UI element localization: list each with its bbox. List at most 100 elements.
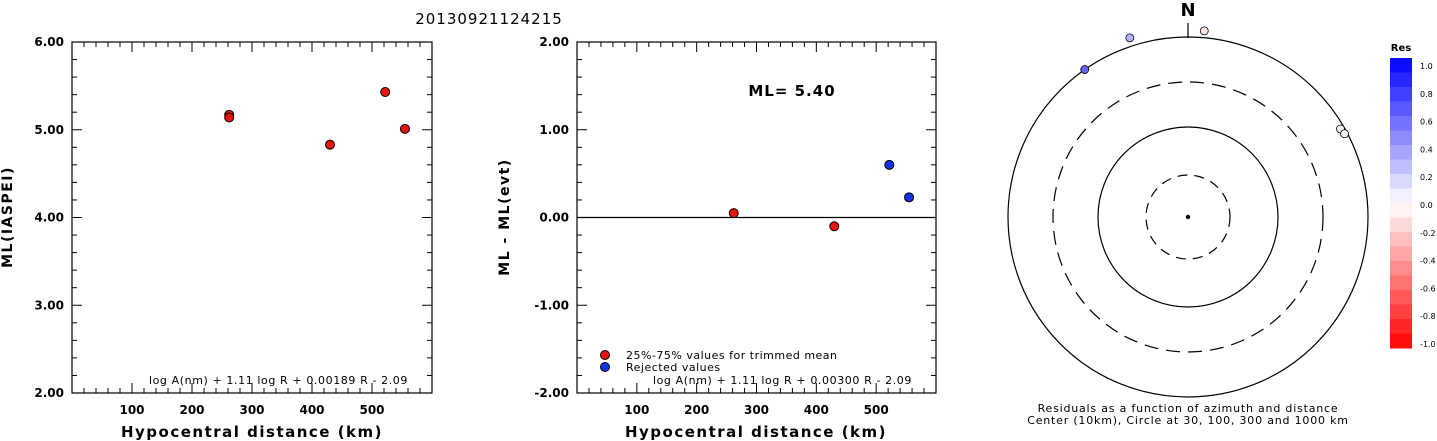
- magnitude-chart: 100 200 300 400 500 2.00 3.00 4.00 5.00 6.00 Hyp…: [0, 35, 433, 441]
- legend: 25%-75% values for trimmed mean Rejected…: [600, 349, 838, 374]
- colorbar-label: -0.8: [1420, 312, 1436, 321]
- north-label: N: [1180, 0, 1195, 21]
- colorbar-label: 0.8: [1420, 90, 1433, 99]
- colorbar-cell: [1390, 116, 1412, 131]
- station-point: [1199, 26, 1209, 36]
- y-tick-label: 2.00: [539, 35, 569, 49]
- colorbar-label: -0.6: [1420, 284, 1436, 293]
- x-tick-label: 400: [804, 403, 829, 417]
- ring-100km: [1097, 126, 1279, 308]
- y-tick-label: 4.00: [34, 211, 64, 225]
- y-tick-label: 2.00: [34, 386, 64, 400]
- data-point: [400, 123, 410, 134]
- ring-30km: [1145, 174, 1231, 260]
- station-points: [1080, 26, 1349, 139]
- data-point: [380, 87, 391, 98]
- colorbar-cell: [1390, 203, 1412, 218]
- y-tick-label: -1.00: [534, 298, 569, 312]
- colorbar-label: 0.2: [1420, 173, 1433, 182]
- colorbar: Res 1.0 0.8 0.6 0.4 0.2 0.0 -0.2 -0.4 -0.6 -0.8 -1…: [1390, 43, 1436, 349]
- data-point: [829, 221, 840, 232]
- ring-300km: [1052, 81, 1324, 353]
- data-points: [728, 159, 915, 232]
- colorbar-cell: [1390, 333, 1412, 349]
- x-axis: 100 200 300 400 500: [588, 42, 925, 417]
- y-tick-label: 3.00: [34, 298, 64, 312]
- station-point: [1125, 33, 1135, 43]
- colorbar-label: 0.6: [1420, 118, 1433, 127]
- colorbar-label: -0.4: [1420, 257, 1436, 266]
- colorbar-cell: [1390, 275, 1412, 291]
- y-axis-label: ML(IASPEI): [0, 166, 16, 268]
- data-point: [224, 112, 235, 123]
- data-point: [904, 192, 915, 203]
- x-axis: 100 200 300 400 500: [83, 42, 421, 417]
- colorbar-label: -0.2: [1420, 229, 1436, 238]
- caption-line-1: Residuals as a function of azimuth and d…: [1038, 402, 1339, 415]
- data-points: [224, 87, 410, 150]
- x-tick-label: 500: [864, 403, 889, 417]
- legend-label-rejected: Rejected values: [626, 361, 721, 374]
- colorbar-cell: [1390, 246, 1412, 262]
- figure-title: 20130921124215: [415, 10, 563, 28]
- colorbar-cell: [1390, 101, 1412, 117]
- x-tick-label: 400: [299, 403, 324, 417]
- legend-label-trimmed: 25%-75% values for trimmed mean: [626, 349, 838, 362]
- plot-frame: [71, 41, 433, 394]
- x-tick-label: 200: [179, 403, 204, 417]
- formula-label: log A(nm) + 1.11 log R + 0.00300 R - 2.0…: [653, 374, 912, 387]
- ml-annotation: ML= 5.40: [748, 82, 835, 100]
- colorbar-cell: [1390, 188, 1412, 204]
- y-tick-label: 0.00: [539, 211, 569, 225]
- x-tick-label: 300: [744, 403, 769, 417]
- x-tick-label: 500: [359, 403, 384, 417]
- colorbar-cell: [1390, 217, 1412, 233]
- colorbar-cell: [1390, 261, 1412, 276]
- x-tick-label: 100: [119, 403, 144, 417]
- residual-chart: 100 200 300 400 500 -2.00 -1.00 0.00 1.00 2.00 H…: [497, 35, 937, 441]
- colorbar-cell: [1390, 304, 1412, 320]
- y-axis: -2.00 -1.00 0.00 1.00 2.00: [534, 35, 936, 400]
- x-axis-label: Hypocentral distance (km): [121, 423, 383, 441]
- x-tick-label: 300: [239, 403, 264, 417]
- caption-line-2: Center (10km), Circle at 30, 100, 300 an…: [1027, 414, 1349, 427]
- y-tick-label: 1.00: [539, 123, 569, 137]
- colorbar-labels: 1.0 0.8 0.6 0.4 0.2 0.0 -0.2 -0.4 -0.6 -0.8 -1.0: [1420, 62, 1436, 349]
- legend-marker-trimmed: [600, 350, 610, 360]
- ring-1000km: [1007, 36, 1369, 398]
- colorbar-label: 1.0: [1420, 62, 1433, 71]
- colorbar-cell: [1390, 290, 1412, 305]
- colorbar-cell: [1390, 232, 1412, 247]
- colorbar-label: -1.0: [1420, 340, 1436, 349]
- colorbar-cell: [1390, 87, 1412, 102]
- data-point: [325, 139, 335, 150]
- colorbar-title: Res: [1391, 43, 1411, 54]
- station-point: [1080, 65, 1090, 74]
- x-axis-label: Hypocentral distance (km): [625, 423, 887, 441]
- legend-marker-rejected: [600, 362, 610, 372]
- colorbar-cell: [1390, 174, 1412, 189]
- data-point: [728, 208, 739, 219]
- y-tick-label: -2.00: [534, 386, 569, 400]
- x-tick-label: 200: [684, 403, 709, 417]
- colorbar-cell: [1390, 58, 1412, 73]
- colorbar-cell: [1390, 145, 1412, 160]
- colorbar-cells: [1390, 58, 1412, 349]
- colorbar-cell: [1390, 130, 1412, 146]
- colorbar-cell: [1390, 319, 1412, 334]
- y-axis: 2.00 3.00 4.00 5.00 6.00: [34, 35, 432, 400]
- colorbar-label: 0.4: [1420, 145, 1433, 154]
- polar-plot: N Residuals as a function of azimuth and…: [1007, 0, 1369, 427]
- x-tick-label: 100: [624, 403, 649, 417]
- y-tick-label: 5.00: [34, 123, 64, 137]
- data-point: [884, 159, 895, 170]
- y-axis-label: ML - ML(evt): [497, 158, 513, 275]
- formula-label: log A(nm) + 1.11 log R + 0.00189 R - 2.0…: [149, 374, 408, 387]
- center-dot: [1185, 214, 1191, 220]
- station-point: [1340, 129, 1349, 139]
- colorbar-cell: [1390, 159, 1412, 175]
- colorbar-label: 0.0: [1420, 201, 1433, 210]
- y-tick-label: 6.00: [34, 35, 64, 49]
- colorbar-cell: [1390, 72, 1412, 88]
